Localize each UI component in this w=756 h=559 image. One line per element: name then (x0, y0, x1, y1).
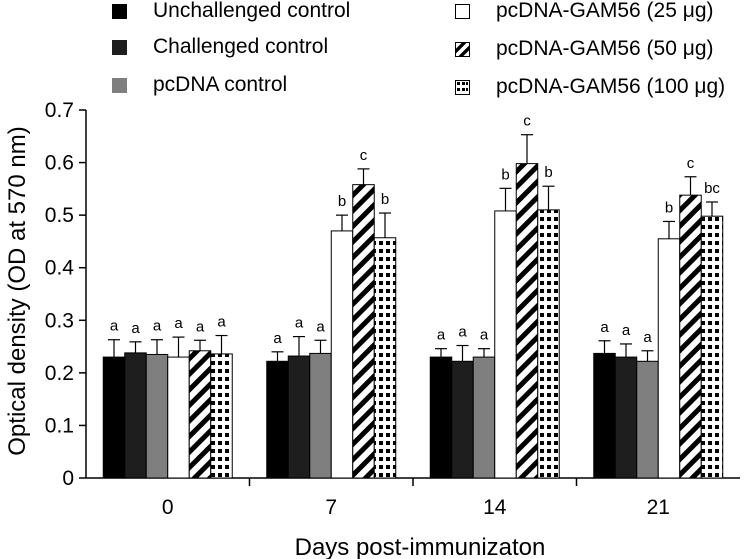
legend-label: pcDNA-GAM56 (100 μg) (496, 75, 726, 98)
legend-swatch-darkgray (112, 39, 127, 55)
significance-label: a (437, 327, 446, 344)
significance-label: a (273, 330, 282, 347)
significance-label: a (643, 329, 652, 346)
bar (287, 355, 311, 479)
legend-item-pcdna-control: pcDNA control (112, 70, 287, 100)
significance-label: a (153, 318, 162, 335)
legend-item-challenged-control: Challenged control (112, 32, 328, 62)
legend-label: pcDNA-GAM56 (25 μg) (496, 0, 714, 22)
legend-item-gam56-100: pcDNA-GAM56 (100 μg) (455, 72, 725, 102)
legend-swatch-white (455, 3, 470, 19)
legend-swatch-dotted (455, 79, 470, 95)
x-tick-label: 14 (483, 496, 507, 519)
legend-item-unchallenged-control: Unchallenged control (112, 0, 350, 26)
bar (537, 209, 560, 479)
bar (266, 360, 289, 479)
bar (494, 210, 517, 479)
significance-label: a (480, 327, 489, 344)
significance-label: b (665, 199, 673, 216)
significance-label: a (217, 314, 226, 331)
significance-label: c (360, 147, 368, 164)
bar (188, 350, 212, 479)
x-tick-label: 0 (162, 496, 174, 519)
legend: Unchallenged control Challenged control … (0, 0, 756, 110)
significance-label: c (523, 113, 531, 130)
x-tick-label: 21 (647, 496, 670, 519)
significance-label: a (131, 320, 140, 337)
y-tick-label: 0 (62, 467, 74, 490)
bar (657, 238, 681, 479)
x-tick-label: 7 (325, 496, 337, 519)
significance-label: a (196, 318, 205, 335)
significance-label: b (338, 193, 346, 210)
y-tick-label: 0.2 (45, 362, 74, 385)
bar (210, 353, 233, 479)
bar (700, 215, 724, 479)
y-tick-label: 0.4 (45, 257, 75, 280)
bar (636, 360, 659, 479)
significance-label: b (501, 166, 509, 183)
bar (429, 356, 453, 479)
legend-label: Challenged control (153, 35, 329, 58)
significance-label: a (110, 318, 119, 335)
y-tick-label: 0.7 (45, 99, 74, 122)
legend-label: pcDNA control (153, 73, 288, 96)
significance-label: a (622, 322, 631, 339)
bar (373, 237, 397, 479)
significance-label: b (544, 164, 552, 181)
legend-swatch-black (112, 3, 127, 19)
bar (309, 352, 332, 479)
legend-item-gam56-25: pcDNA-GAM56 (25 μg) (455, 0, 714, 26)
legend-swatch-gray (112, 77, 127, 93)
bar (167, 356, 190, 479)
significance-label: b (381, 191, 389, 208)
legend-label: pcDNA-GAM56 (50 μg) (496, 37, 714, 60)
bar (330, 230, 354, 479)
y-tick-label: 0.1 (45, 414, 74, 437)
legend-label: Unchallenged control (153, 0, 351, 22)
y-tick-label: 0.3 (45, 309, 74, 332)
y-tick-label: 0.6 (45, 152, 74, 175)
bar (451, 360, 474, 479)
bar (124, 352, 147, 479)
bar (515, 163, 539, 479)
significance-label: a (458, 324, 467, 341)
legend-item-gam56-50: pcDNA-GAM56 (50 μg) (455, 34, 714, 64)
bar (679, 194, 702, 479)
significance-label: a (600, 319, 609, 336)
bar (352, 184, 375, 479)
bar (472, 356, 496, 479)
bar (145, 353, 169, 479)
bar (614, 356, 638, 479)
significance-label: c (687, 155, 695, 172)
significance-label: a (174, 315, 183, 332)
significance-label: bc (704, 180, 720, 197)
bar (593, 352, 616, 479)
y-tick-label: 0.5 (45, 204, 74, 227)
y-axis-label: Optical density (OD at 570 nm) (4, 126, 31, 455)
x-axis-label: Days post-immunizaton (295, 534, 546, 559)
significance-label: a (316, 318, 325, 335)
significance-label: a (295, 315, 304, 332)
legend-swatch-diagonal (455, 41, 470, 57)
bar (102, 356, 126, 479)
